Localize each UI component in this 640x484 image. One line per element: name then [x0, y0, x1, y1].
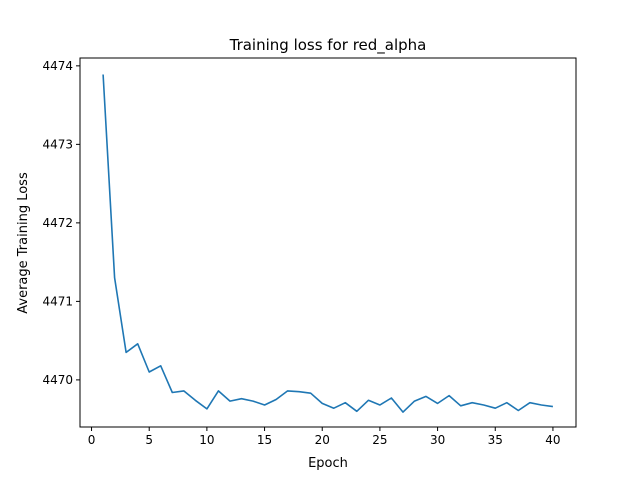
y-tick-label: 4474	[42, 59, 73, 73]
y-tick-label: 4473	[42, 137, 73, 151]
x-tick-label: 5	[145, 433, 153, 447]
y-axis-label: Average Training Loss	[16, 172, 31, 314]
plot-frame	[79, 57, 577, 428]
series-line-training-loss	[102, 74, 554, 413]
x-axis-label: Epoch	[308, 456, 348, 471]
x-tick-label: 20	[315, 433, 330, 447]
x-tick-label: 35	[488, 433, 503, 447]
y-tick-label: 4472	[42, 216, 73, 230]
series-layer	[102, 74, 554, 413]
x-tick-label: 30	[430, 433, 445, 447]
x-tick-label: 40	[545, 433, 560, 447]
x-tick-label: 25	[372, 433, 387, 447]
y-tick-label: 4471	[42, 294, 73, 308]
ticks-layer: 0 5 10 15 20 25 30 35 40 4470 4471 4472 4473 4474	[42, 59, 560, 447]
x-tick-label: 15	[257, 433, 272, 447]
x-tick-label: 10	[199, 433, 214, 447]
chart-title: Training loss for red_alpha	[229, 36, 427, 55]
x-tick-label: 0	[88, 433, 96, 447]
y-tick-label: 4470	[42, 373, 73, 387]
